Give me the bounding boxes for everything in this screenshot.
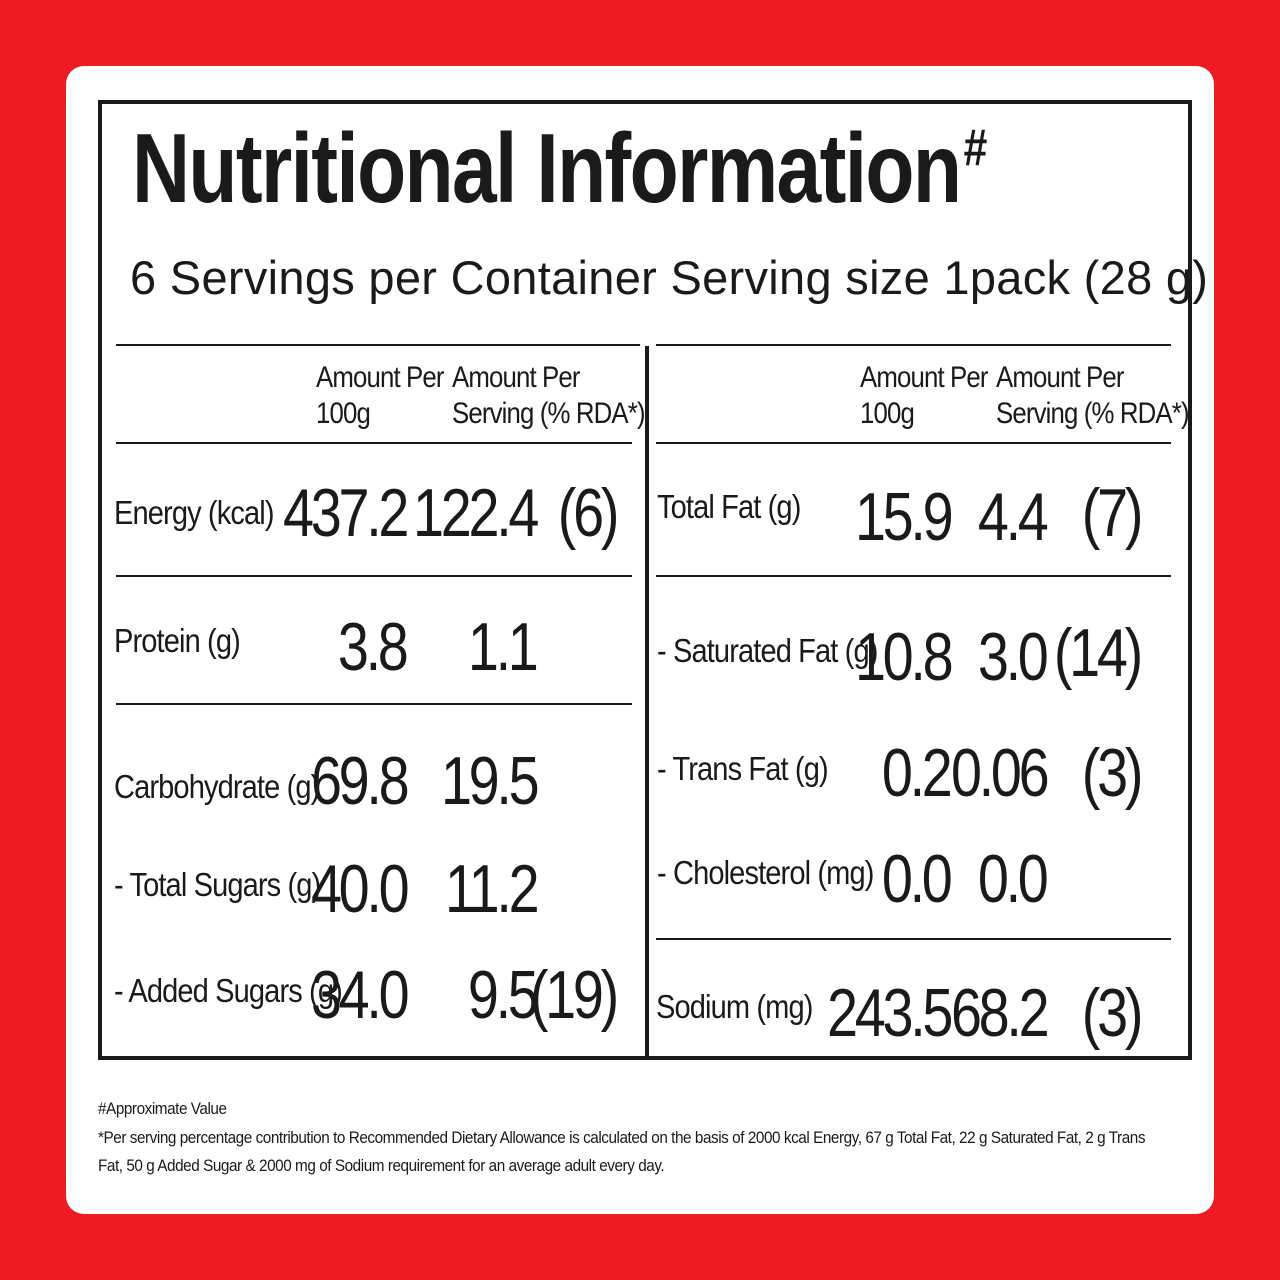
nutrient-name: - Saturated Fat (g) [657, 632, 878, 669]
value-per-serving: 0.0 [978, 841, 1049, 917]
value-per-100g: 40.0 [310, 851, 410, 927]
value-rda: (3) [1081, 735, 1144, 811]
label-card [66, 66, 1214, 1214]
nutrient-name: - Trans Fat (g) [657, 750, 829, 787]
nutrient-name: - Total Sugars (g) [114, 866, 321, 903]
footnote-approximate: #Approximate Value [98, 1099, 227, 1118]
nutrient-name: Protein (g) [114, 622, 241, 659]
value-rda: (6) [557, 475, 620, 551]
table-rule [656, 344, 1171, 346]
label-title: Nutritional Information# [132, 113, 988, 223]
value-per-serving: 122.4 [412, 475, 539, 551]
value-per-serving: 4.4 [978, 479, 1049, 555]
header-per-100g: Amount Per 100g [316, 361, 445, 430]
footnote-rda: *Per serving percentage contribution to … [98, 1128, 1146, 1147]
value-per-serving: 3.0 [978, 619, 1049, 695]
table-rule [116, 703, 632, 705]
value-rda: (3) [1081, 975, 1144, 1051]
table-rule [116, 575, 632, 577]
value-per-100g: 34.0 [310, 957, 410, 1033]
nutrient-name: Carbohydrate (g) [114, 768, 320, 805]
value-per-serving: 9.5 [468, 957, 539, 1033]
header-per-serving: Amount Per Serving (% RDA*) [996, 361, 1190, 430]
value-per-serving: 11.2 [444, 851, 540, 927]
table-rule [116, 344, 640, 346]
table-rule [656, 938, 1171, 940]
nutrient-name: - Added Sugars (g) [114, 972, 343, 1009]
value-per-100g: 437.2 [282, 475, 409, 551]
value-rda: (7) [1081, 475, 1144, 551]
nutrient-name: Energy (kcal) [114, 494, 275, 531]
nutrient-name: Total Fat (g) [657, 488, 801, 525]
value-per-serving: 19.5 [440, 743, 540, 819]
value-per-100g: 243.5 [826, 975, 953, 1051]
value-per-100g: 0.0 [882, 841, 953, 917]
value-per-100g: 0.2 [882, 735, 953, 811]
nutrient-name: - Cholesterol (mg) [657, 854, 874, 891]
value-per-100g: 15.9 [854, 479, 954, 555]
value-per-serving: 0.06 [950, 735, 1050, 811]
value-per-100g: 10.8 [854, 619, 954, 695]
footnote-rda-continued: Fat, 50 g Added Sugar & 2000 mg of Sodiu… [98, 1156, 665, 1175]
serving-info: 6 Servings per Container Serving size 1p… [130, 251, 1209, 304]
nutrient-name: Sodium (mg) [656, 988, 813, 1025]
header-per-100g: Amount Per 100g [860, 361, 989, 430]
table-rule [116, 442, 632, 444]
value-rda: (14) [1053, 615, 1143, 691]
header-per-serving: Amount Per Serving (% RDA*) [452, 361, 646, 430]
title-mark: # [963, 119, 988, 177]
table-rule [656, 575, 1171, 577]
value-per-100g: 3.8 [338, 609, 409, 685]
value-rda: (19) [529, 957, 619, 1033]
column-divider [645, 346, 649, 1060]
value-per-100g: 69.8 [310, 743, 410, 819]
table-rule [656, 442, 1171, 444]
value-per-serving: 1.1 [468, 609, 539, 685]
value-per-serving: 68.2 [950, 975, 1050, 1051]
